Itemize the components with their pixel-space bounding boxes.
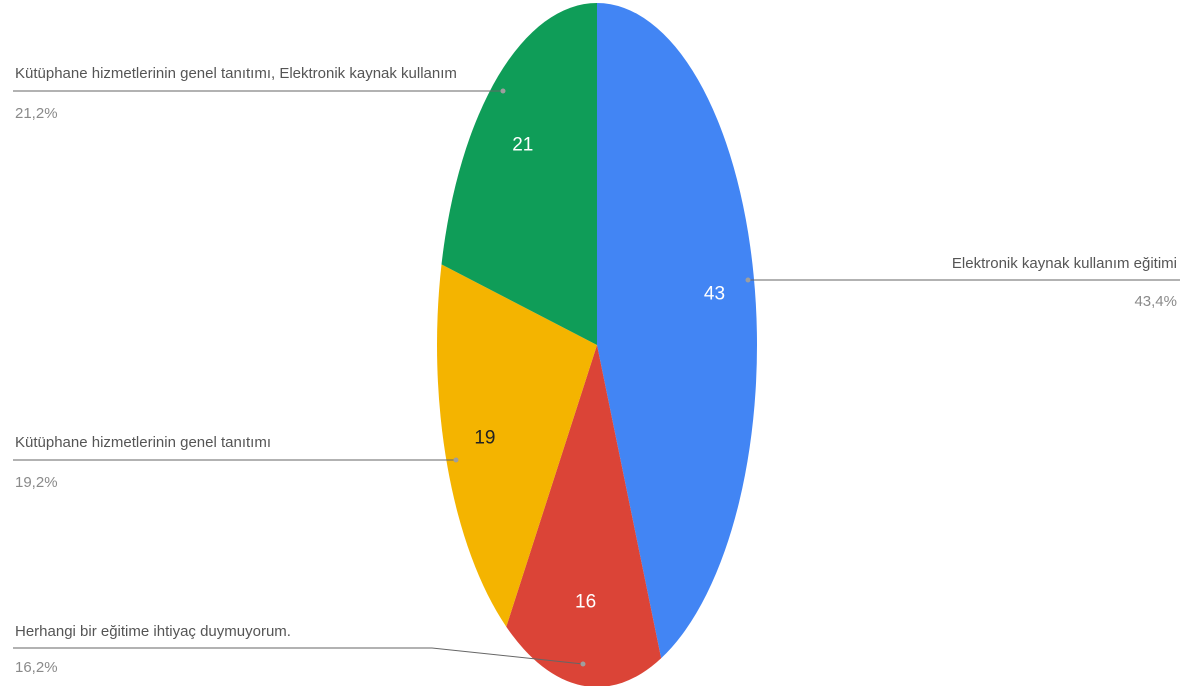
callout-pct-tanitim: 19,2%: [15, 474, 58, 491]
slice-value-tanitim-elektronik: 21: [512, 134, 533, 155]
callout-label-tanitim: Kütüphane hizmetlerinin genel tanıtımı: [15, 434, 271, 451]
pie-slice-elektronik: [597, 2, 758, 659]
pie-slice-tanitim-elektronik: [441, 3, 597, 345]
callout-dot-tanitim: [453, 457, 459, 463]
callout-dot-tanitim-elektronik: [500, 88, 506, 94]
callout-tanitim-elektronik: Kütüphane hizmetlerinin genel tanıtımı, …: [13, 65, 506, 122]
callout-dot-herhangi: [580, 661, 586, 667]
callout-pct-tanitim-elektronik: 21,2%: [15, 105, 58, 122]
pie-slice-tanitim: [436, 264, 597, 627]
callout-label-elektronik: Elektronik kaynak kullanım eğitimi: [952, 255, 1177, 272]
callout-elektronik: Elektronik kaynak kullanım eğitimi 43,4%: [745, 255, 1180, 310]
callout-label-tanitim-elektronik: Kütüphane hizmetlerinin genel tanıtımı, …: [15, 65, 457, 82]
callout-line-herhangi: [13, 647, 584, 665]
callout-pct-herhangi: 16,2%: [15, 659, 58, 676]
callout-dot-elektronik: [745, 277, 751, 283]
slice-value-elektronik: 43: [704, 283, 725, 304]
slice-value-labels: 43 16 19 21: [474, 134, 725, 612]
callout-herhangi: Herhangi bir eğitime ihtiyaç duymuyorum.…: [13, 623, 586, 676]
pie-slice-herhangi: [506, 345, 662, 686]
pie-slices: [436, 2, 758, 686]
slice-value-herhangi: 16: [575, 591, 596, 612]
callout-tanitim: Kütüphane hizmetlerinin genel tanıtımı 1…: [13, 434, 459, 491]
callout-pct-elektronik: 43,4%: [1134, 293, 1177, 310]
callout-label-herhangi: Herhangi bir eğitime ihtiyaç duymuyorum.: [15, 623, 291, 640]
slice-value-tanitim: 19: [474, 428, 495, 449]
